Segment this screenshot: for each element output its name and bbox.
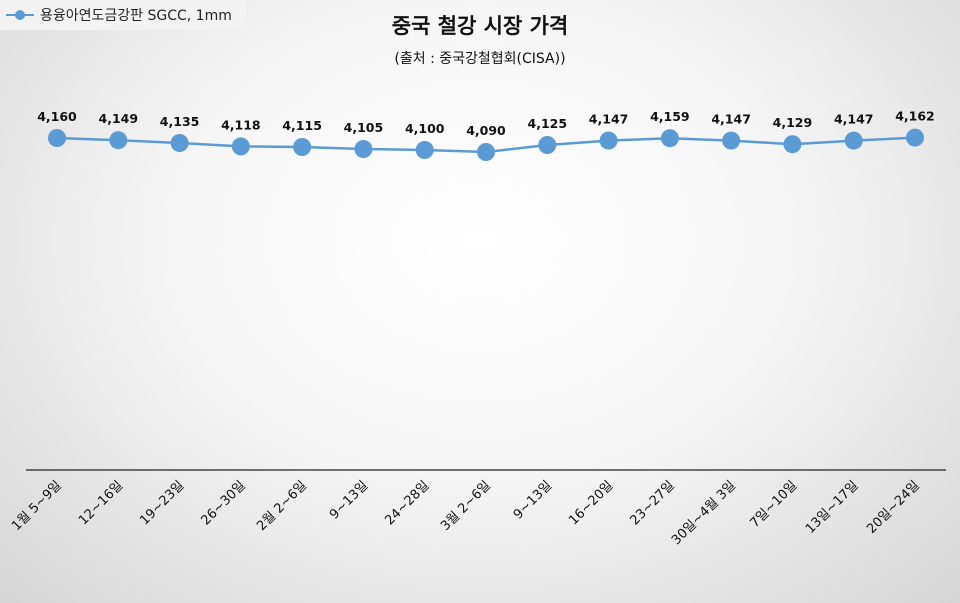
data-label: 4,159 [650, 109, 690, 124]
x-tick-label: 7일~10일 [747, 478, 800, 531]
data-label: 4,105 [344, 120, 384, 135]
data-point [415, 141, 434, 159]
chart-title: 중국 철강 시장 가격 [391, 14, 569, 38]
data-point [170, 134, 189, 152]
data-point [844, 131, 863, 150]
x-tick-label: 9~13일 [327, 478, 371, 522]
x-tick-label: 3월 2~6일 [438, 478, 494, 534]
x-tick-label: 19~23일 [137, 478, 187, 528]
data-label: 4,090 [466, 123, 506, 138]
x-tick-label: 16~20일 [566, 478, 616, 528]
data-point [109, 131, 128, 150]
data-label: 4,118 [221, 117, 261, 132]
data-point [538, 136, 557, 154]
data-point [293, 138, 312, 156]
data-label: 4,149 [99, 111, 139, 126]
x-tick-label: 13일~17일 [803, 478, 862, 537]
legend: 용융아연도금강판 SGCC, 1mm [0, 0, 246, 30]
x-tick-label: 24~28일 [382, 478, 432, 528]
chart-subtitle: (출처 : 중국강철협회(CISA)) [394, 51, 566, 67]
data-label: 4,160 [37, 109, 77, 124]
data-label: 4,100 [405, 121, 445, 136]
data-label: 4,129 [773, 115, 813, 130]
x-tick-label: 1월 5~9일 [9, 478, 65, 534]
x-tick-label: 9~13일 [511, 478, 555, 522]
data-label: 4,115 [282, 118, 322, 133]
x-tick-label: 23~27일 [628, 478, 678, 528]
data-point [722, 131, 741, 150]
data-label: 4,147 [589, 112, 629, 127]
data-point [354, 140, 373, 158]
x-tick-label: 26~30일 [199, 478, 249, 528]
data-label: 4,162 [895, 109, 935, 124]
data-label: 4,147 [711, 112, 751, 127]
data-point [783, 135, 802, 154]
data-point [906, 128, 924, 147]
x-tick-label: 20일~24일 [864, 478, 923, 537]
data-point [660, 129, 679, 148]
line-circle-marker-icon [6, 9, 34, 21]
data-point [477, 143, 495, 161]
x-tick-label: 2월 2~6일 [254, 478, 310, 534]
data-point [599, 131, 618, 150]
data-label: 4,135 [160, 114, 200, 129]
legend-label: 용융아연도금강판 SGCC, 1mm [40, 8, 232, 24]
x-tick-label: 12~16일 [76, 478, 126, 528]
data-point [231, 137, 250, 156]
data-point [48, 129, 66, 147]
data-label: 4,147 [834, 112, 874, 127]
x-tick-label: 30일~4월 3일 [669, 478, 739, 548]
data-label: 4,125 [528, 116, 568, 131]
